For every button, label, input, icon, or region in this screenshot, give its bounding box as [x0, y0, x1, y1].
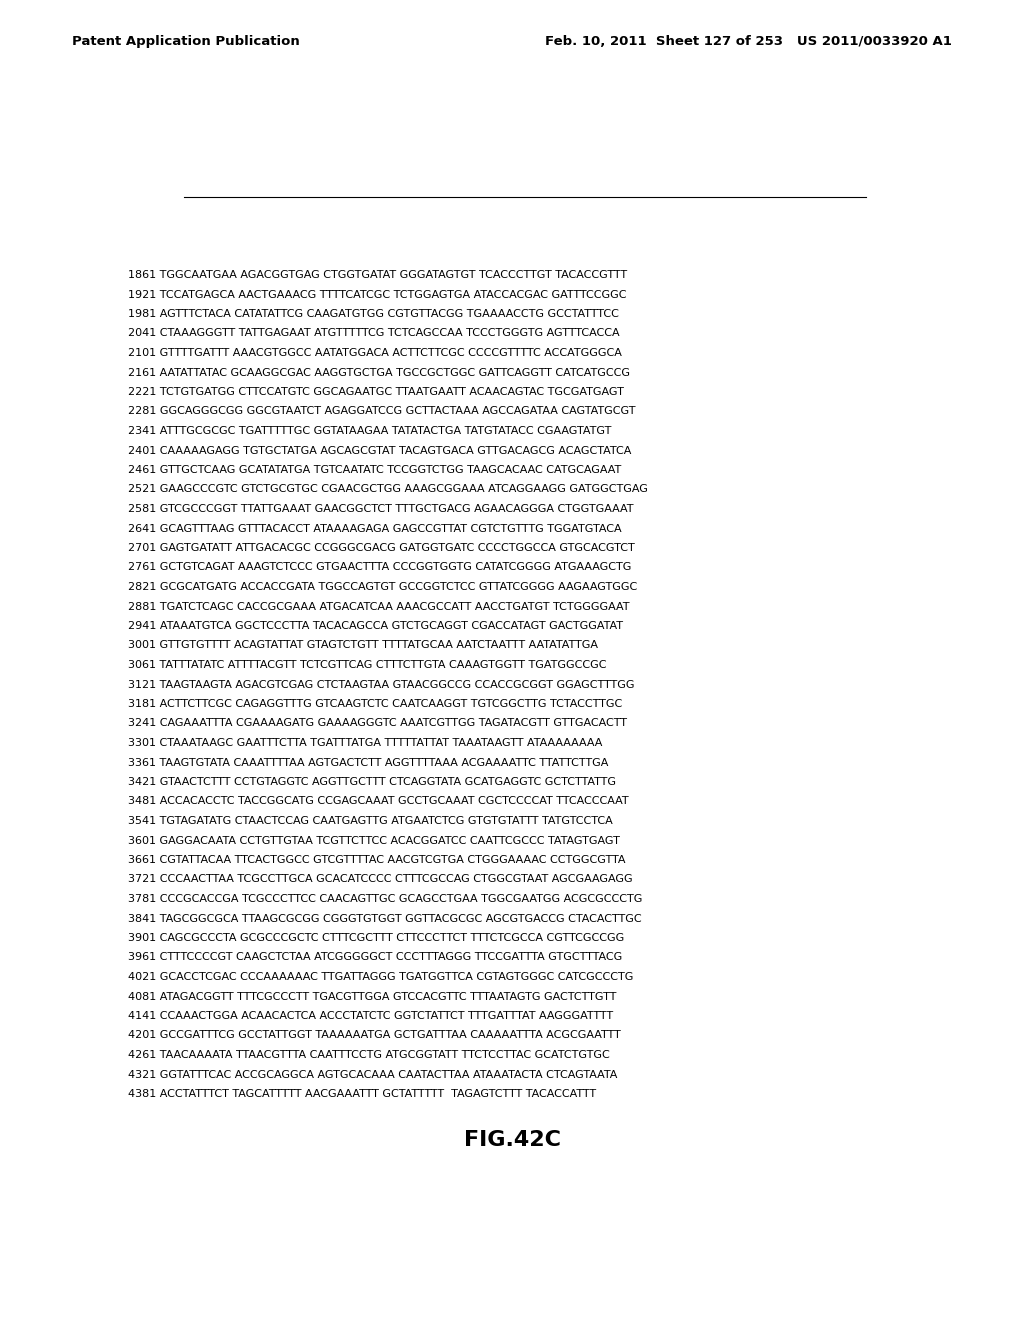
Text: 3361 TAAGTGTATA CAAATTTTAA AGTGACTCTT AGGTTTTAAA ACGAAAATTC TTATTCTTGA: 3361 TAAGTGTATA CAAATTTTAA AGTGACTCTT AG… — [128, 758, 608, 767]
Text: 2041 CTAAAGGGTT TATTGAGAAT ATGTTTTTCG TCTCAGCCAA TCCCTGGGTG AGTTTCACCA: 2041 CTAAAGGGTT TATTGAGAAT ATGTTTTTCG TC… — [128, 329, 620, 338]
Text: 3121 TAAGTAAGTA AGACGTCGAG CTCTAAGTAA GTAACGGCCG CCACCGCGGT GGAGCTTTGG: 3121 TAAGTAAGTA AGACGTCGAG CTCTAAGTAA GT… — [128, 680, 635, 689]
Text: 2701 GAGTGATATT ATTGACACGC CCGGGCGACG GATGGTGATC CCCCTGGCCA GTGCACGTCT: 2701 GAGTGATATT ATTGACACGC CCGGGCGACG GA… — [128, 543, 635, 553]
Text: 3781 CCCGCACCGA TCGCCCTTCC CAACAGTTGC GCAGCCTGAA TGGCGAATGG ACGCGCCCTG: 3781 CCCGCACCGA TCGCCCTTCC CAACAGTTGC GC… — [128, 894, 642, 904]
Text: 2521 GAAGCCCGTC GTCTGCGTGC CGAACGCTGG AAAGCGGAAA ATCAGGAAGG GATGGCTGAG: 2521 GAAGCCCGTC GTCTGCGTGC CGAACGCTGG AA… — [128, 484, 648, 495]
Text: 2881 TGATCTCAGC CACCGCGAAA ATGACATCAA AAACGCCATT AACCTGATGT TCTGGGGAAT: 2881 TGATCTCAGC CACCGCGAAA ATGACATCAA AA… — [128, 602, 630, 611]
Text: 3061 TATTTATATC ATTTTACGTT TCTCGTTCAG CTTTCTTGTA CAAAGTGGTT TGATGGCCGC: 3061 TATTTATATC ATTTTACGTT TCTCGTTCAG CT… — [128, 660, 606, 671]
Text: 4261 TAACAAAATA TTAACGTTTA CAATTTCCTG ATGCGGTATT TTCTCCTTAC GCATCTGTGC: 4261 TAACAAAATA TTAACGTTTA CAATTTCCTG AT… — [128, 1049, 609, 1060]
Text: 3841 TAGCGGCGCA TTAAGCGCGG CGGGTGTGGT GGTTACGCGC AGCGTGACCG CTACACTTGC: 3841 TAGCGGCGCA TTAAGCGCGG CGGGTGTGGT GG… — [128, 913, 642, 924]
Text: 2401 CAAAAAGAGG TGTGCTATGA AGCAGCGTAT TACAGTGACA GTTGACAGCG ACAGCTATCA: 2401 CAAAAAGAGG TGTGCTATGA AGCAGCGTAT TA… — [128, 446, 632, 455]
Text: 3181 ACTTCTTCGC CAGAGGTTTG GTCAAGTCTC CAATCAAGGT TGTCGGCTTG TCTACCTTGC: 3181 ACTTCTTCGC CAGAGGTTTG GTCAAGTCTC CA… — [128, 700, 623, 709]
Text: 3661 CGTATTACAA TTCACTGGCC GTCGTTTTAC AACGTCGTGA CTGGGAAAAC CCTGGCGTTA: 3661 CGTATTACAA TTCACTGGCC GTCGTTTTAC AA… — [128, 855, 626, 865]
Text: Patent Application Publication: Patent Application Publication — [72, 36, 300, 48]
Text: 3901 CAGCGCCCTA GCGCCCGCTC CTTTCGCTTT CTTCCCTTCT TTTCTCGCCA CGTTCGCCGG: 3901 CAGCGCCCTA GCGCCCGCTC CTTTCGCTTT CT… — [128, 933, 625, 942]
Text: 2641 GCAGTTTAAG GTTTACACCT ATAAAAGAGA GAGCCGTTAT CGTCTGTTTG TGGATGTACA: 2641 GCAGTTTAAG GTTTACACCT ATAAAAGAGA GA… — [128, 524, 622, 533]
Text: 2101 GTTTTGATTT AAACGTGGCC AATATGGACA ACTTCTTCGC CCCCGTTTTC ACCATGGGCA: 2101 GTTTTGATTT AAACGTGGCC AATATGGACA AC… — [128, 348, 622, 358]
Text: 3241 CAGAAATTTA CGAAAAGATG GAAAAGGGTC AAATCGTTGG TAGATACGTT GTTGACACTT: 3241 CAGAAATTTA CGAAAAGATG GAAAAGGGTC AA… — [128, 718, 627, 729]
Text: 3421 GTAACTCTTT CCTGTAGGTC AGGTTGCTTT CTCAGGTATA GCATGAGGTC GCTCTTATTG: 3421 GTAACTCTTT CCTGTAGGTC AGGTTGCTTT CT… — [128, 777, 616, 787]
Text: 2221 TCTGTGATGG CTTCCATGTC GGCAGAATGC TTAATGAATT ACAACAGTAC TGCGATGAGT: 2221 TCTGTGATGG CTTCCATGTC GGCAGAATGC TT… — [128, 387, 624, 397]
Text: 4321 GGTATTTCAC ACCGCAGGCA AGTGCACAAA CAATACTTAA ATAAATACTA CTCAGTAATA: 4321 GGTATTTCAC ACCGCAGGCA AGTGCACAAA CA… — [128, 1069, 617, 1080]
Text: 4381 ACCTATTTCT TAGCATTTTT AACGAAATTT GCTATTTTT  TAGAGTCTTT TACACCATTT: 4381 ACCTATTTCT TAGCATTTTT AACGAAATTT GC… — [128, 1089, 596, 1100]
Text: 4201 GCCGATTTCG GCCTATTGGT TAAAAAATGA GCTGATTTAA CAAAAATTTA ACGCGAATTT: 4201 GCCGATTTCG GCCTATTGGT TAAAAAATGA GC… — [128, 1031, 621, 1040]
Text: 2461 GTTGCTCAAG GCATATATGA TGTCAATATC TCCGGTCTGG TAAGCACAAC CATGCAGAAT: 2461 GTTGCTCAAG GCATATATGA TGTCAATATC TC… — [128, 465, 622, 475]
Text: 2821 GCGCATGATG ACCACCGATA TGGCCAGTGT GCCGGTCTCC GTTATCGGGG AAGAAGTGGC: 2821 GCGCATGATG ACCACCGATA TGGCCAGTGT GC… — [128, 582, 637, 591]
Text: FIG.42C: FIG.42C — [464, 1130, 560, 1151]
Text: 4141 CCAAACTGGA ACAACACTCA ACCCTATCTC GGTCTATTCT TTTGATTTAT AAGGGATTTT: 4141 CCAAACTGGA ACAACACTCA ACCCTATCTC GG… — [128, 1011, 613, 1020]
Text: 3961 CTTTCCCCGT CAAGCTCTAA ATCGGGGGCT CCCTTTAGGG TTCCGATTTA GTGCTTTACG: 3961 CTTTCCCCGT CAAGCTCTAA ATCGGGGGCT CC… — [128, 953, 623, 962]
Text: 4021 GCACCTCGAC CCCAAAAAAC TTGATTAGGG TGATGGTTCA CGTAGTGGGC CATCGCCCTG: 4021 GCACCTCGAC CCCAAAAAAC TTGATTAGGG TG… — [128, 972, 634, 982]
Text: 2581 GTCGCCCGGT TTATTGAAAT GAACGGCTCT TTTGCTGACG AGAACAGGGA CTGGTGAAAT: 2581 GTCGCCCGGT TTATTGAAAT GAACGGCTCT TT… — [128, 504, 634, 513]
Text: 1981 AGTTTCTACA CATATATTCG CAAGATGTGG CGTGTTACGG TGAAAACCTG GCCTATTTCC: 1981 AGTTTCTACA CATATATTCG CAAGATGTGG CG… — [128, 309, 618, 319]
Text: 2281 GGCAGGGCGG GGCGTAATCT AGAGGATCCG GCTTACTAAA AGCCAGATAA CAGTATGCGT: 2281 GGCAGGGCGG GGCGTAATCT AGAGGATCCG GC… — [128, 407, 636, 417]
Text: 1861 TGGCAATGAA AGACGGTGAG CTGGTGATAT GGGATAGTGT TCACCCTTGT TACACCGTTT: 1861 TGGCAATGAA AGACGGTGAG CTGGTGATAT GG… — [128, 271, 627, 280]
Text: 2161 AATATTATAC GCAAGGCGAC AAGGTGCTGA TGCCGCTGGC GATTCAGGTT CATCATGCCG: 2161 AATATTATAC GCAAGGCGAC AAGGTGCTGA TG… — [128, 367, 630, 378]
Text: 3541 TGTAGATATG CTAACTCCAG CAATGAGTTG ATGAATCTCG GTGTGTATTT TATGTCCTCA: 3541 TGTAGATATG CTAACTCCAG CAATGAGTTG AT… — [128, 816, 612, 826]
Text: 3721 CCCAACTTAA TCGCCTTGCA GCACATCCCC CTTTCGCCAG CTGGCGTAAT AGCGAAGAGG: 3721 CCCAACTTAA TCGCCTTGCA GCACATCCCC CT… — [128, 874, 633, 884]
Text: 2941 ATAAATGTCA GGCTCCCTTA TACACAGCCA GTCTGCAGGT CGACCATAGT GACTGGATAT: 2941 ATAAATGTCA GGCTCCCTTA TACACAGCCA GT… — [128, 620, 623, 631]
Text: 4081 ATAGACGGTT TTTCGCCCTT TGACGTTGGA GTCCACGTTC TTTAATAGTG GACTCTTGTT: 4081 ATAGACGGTT TTTCGCCCTT TGACGTTGGA GT… — [128, 991, 616, 1002]
Text: 3001 GTTGTGTTTT ACAGTATTAT GTAGTCTGTT TTTTATGCAA AATCTAATTT AATATATTGA: 3001 GTTGTGTTTT ACAGTATTAT GTAGTCTGTT TT… — [128, 640, 598, 651]
Text: Feb. 10, 2011  Sheet 127 of 253   US 2011/0033920 A1: Feb. 10, 2011 Sheet 127 of 253 US 2011/0… — [545, 36, 952, 48]
Text: 1921 TCCATGAGCA AACTGAAACG TTTTCATCGC TCTGGAGTGA ATACCACGAC GATTTCCGGC: 1921 TCCATGAGCA AACTGAAACG TTTTCATCGC TC… — [128, 289, 627, 300]
Text: 2761 GCTGTCAGAT AAAGTCTCCC GTGAACTTTA CCCGGTGGTG CATATCGGGG ATGAAAGCTG: 2761 GCTGTCAGAT AAAGTCTCCC GTGAACTTTA CC… — [128, 562, 632, 573]
Text: 3301 CTAAATAAGC GAATTTCTTA TGATTTATGA TTTTTATTAT TAAATAAGTT ATAAAAAAAA: 3301 CTAAATAAGC GAATTTCTTA TGATTTATGA TT… — [128, 738, 602, 748]
Text: 2341 ATTTGCGCGC TGATTTTTGC GGTATAAGAA TATATACTGA TATGTATACC CGAAGTATGT: 2341 ATTTGCGCGC TGATTTTTGC GGTATAAGAA TA… — [128, 426, 611, 436]
Text: 3601 GAGGACAATA CCTGTTGTAA TCGTTCTTCC ACACGGATCC CAATTCGCCC TATAGTGAGT: 3601 GAGGACAATA CCTGTTGTAA TCGTTCTTCC AC… — [128, 836, 620, 846]
Text: 3481 ACCACACCTC TACCGGCATG CCGAGCAAAT GCCTGCAAAT CGCTCCCCAT TTCACCCAAT: 3481 ACCACACCTC TACCGGCATG CCGAGCAAAT GC… — [128, 796, 629, 807]
